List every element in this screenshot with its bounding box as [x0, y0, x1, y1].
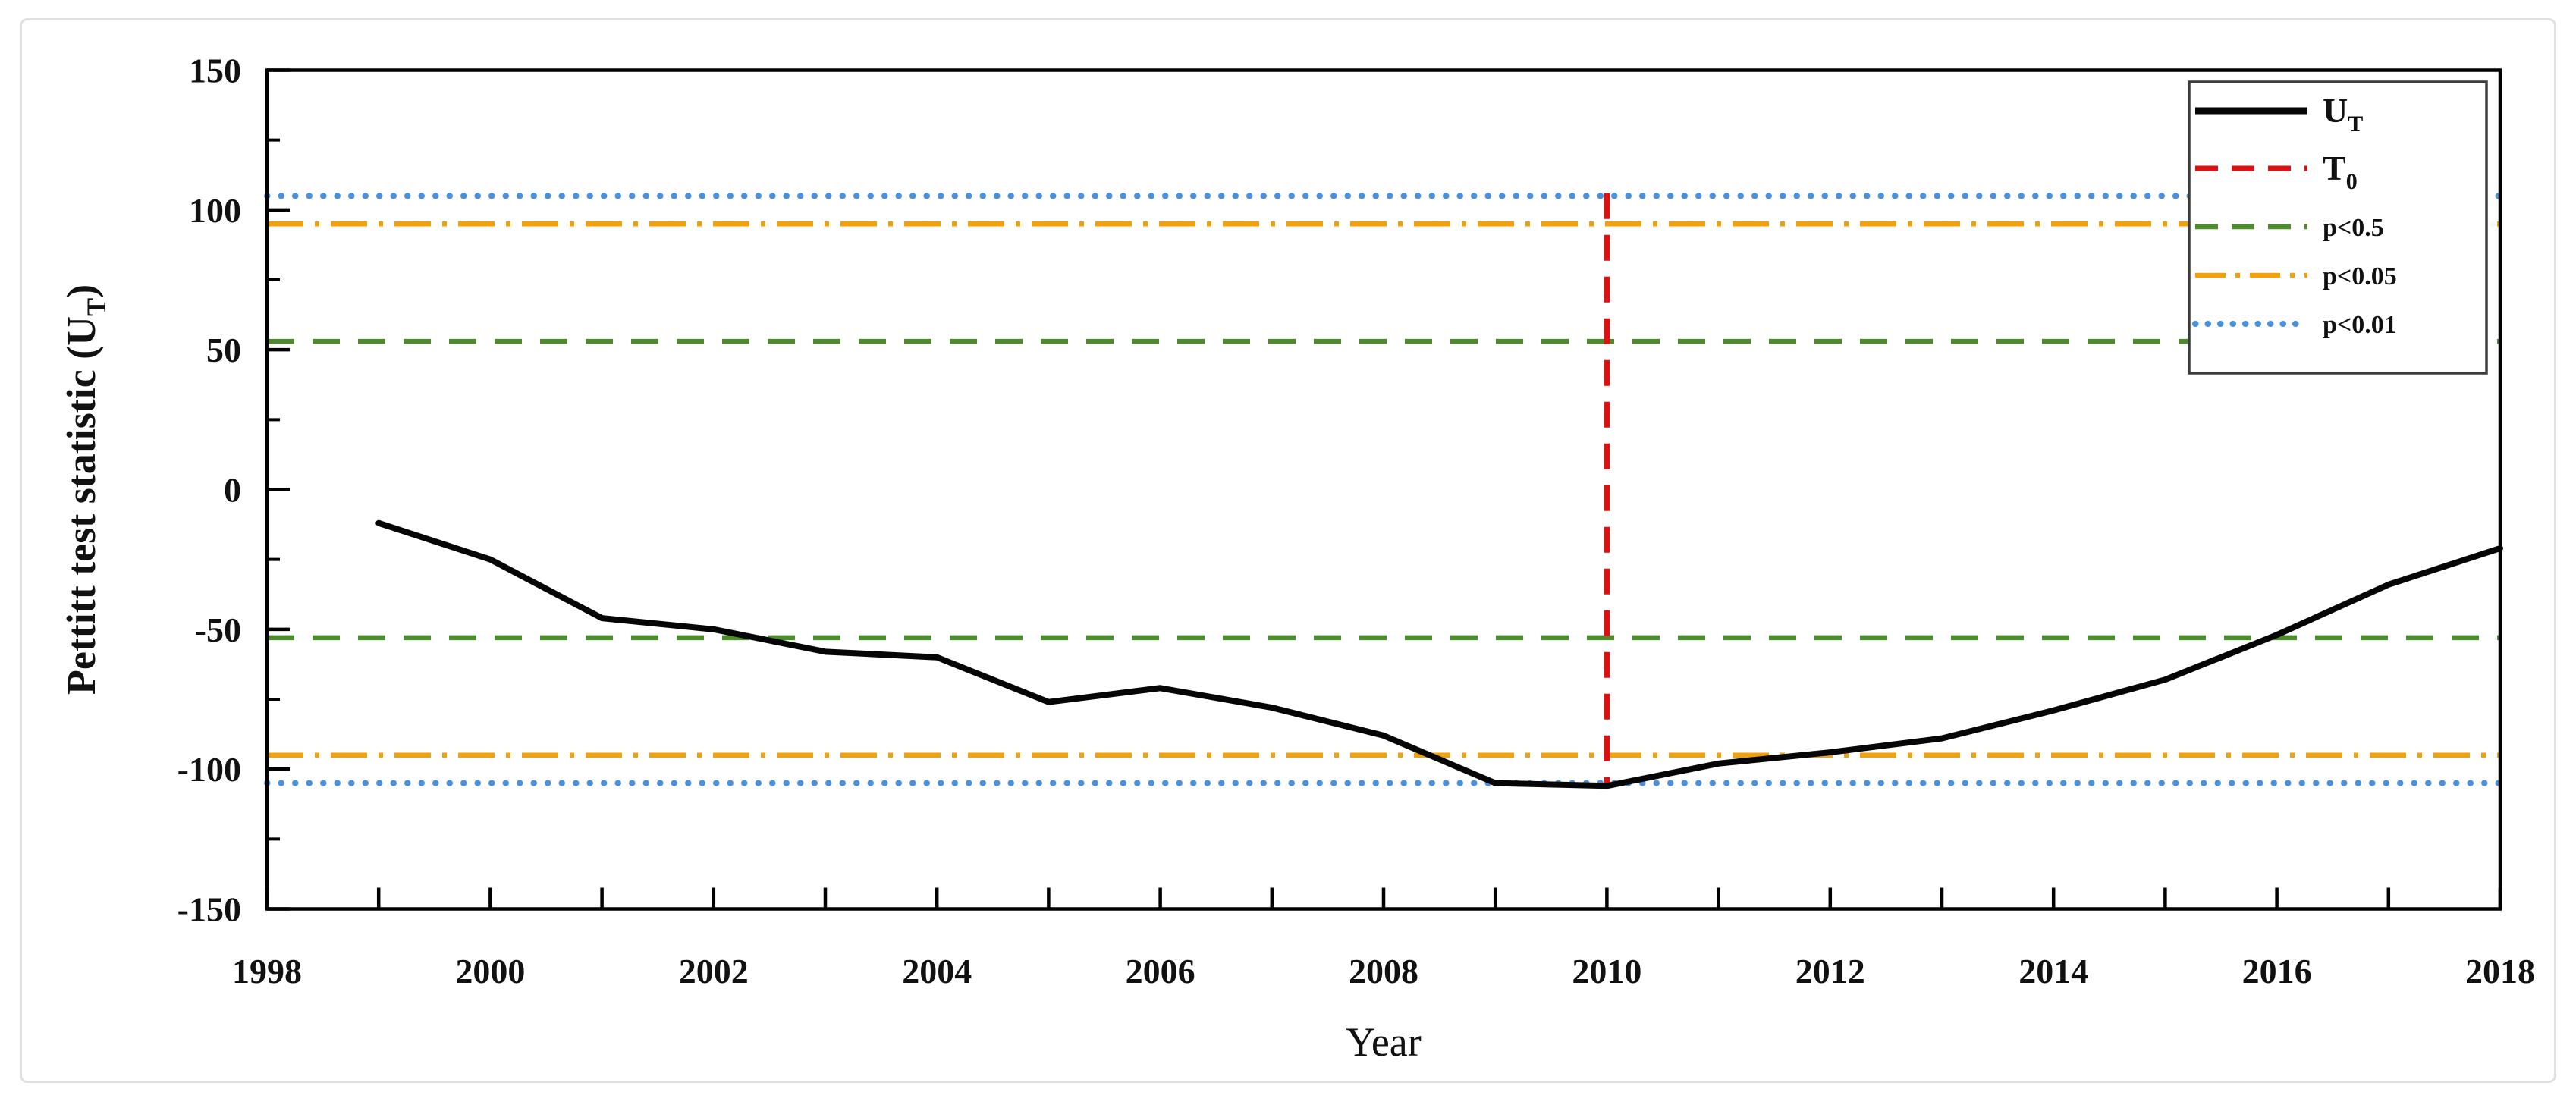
y-tick-label: 150 [189, 52, 241, 90]
legend-label-p-0-01: p<0.01 [2323, 311, 2397, 339]
x-tick-label: 2014 [2018, 952, 2088, 990]
chart-render-root: 150 100 50 0 -50 -100 -150 1998 2000 2002 2004 2006… [58, 52, 2535, 991]
y-tick-label: -50 [195, 610, 241, 649]
x-tick-label: 2012 [1795, 952, 1865, 990]
x-tick-label: 2002 [679, 952, 749, 990]
legend-label-p-0-5: p<0.5 [2323, 214, 2384, 242]
x-tick-label: 2000 [455, 952, 525, 990]
y-tick-label: 100 [189, 191, 241, 230]
x-tick-label: 2010 [1572, 952, 1641, 990]
x-tick-label: 1998 [232, 952, 302, 990]
y-tick-label: 50 [206, 331, 241, 369]
y-tick-label: -150 [177, 890, 241, 929]
x-tick-label: 2016 [2242, 952, 2312, 990]
y-tick-label: -100 [177, 750, 241, 789]
x-tick-label: 2006 [1126, 952, 1195, 990]
x-tick-label: 2008 [1349, 952, 1418, 990]
series-line-ut [375, 519, 2503, 789]
y-tick-label: 0 [224, 471, 241, 510]
x-tick-label: 2004 [902, 952, 972, 990]
x-axis-title: Year [1346, 1019, 1422, 1065]
y-axis-title: Pettitt test statistic (UT) [58, 284, 112, 695]
x-tick-label: 2018 [2465, 952, 2535, 990]
legend-label-t0: T0 [2323, 149, 2358, 194]
legend-label-p-0-05: p<0.05 [2323, 262, 2397, 290]
legend-label-ut: UT [2323, 91, 2363, 137]
